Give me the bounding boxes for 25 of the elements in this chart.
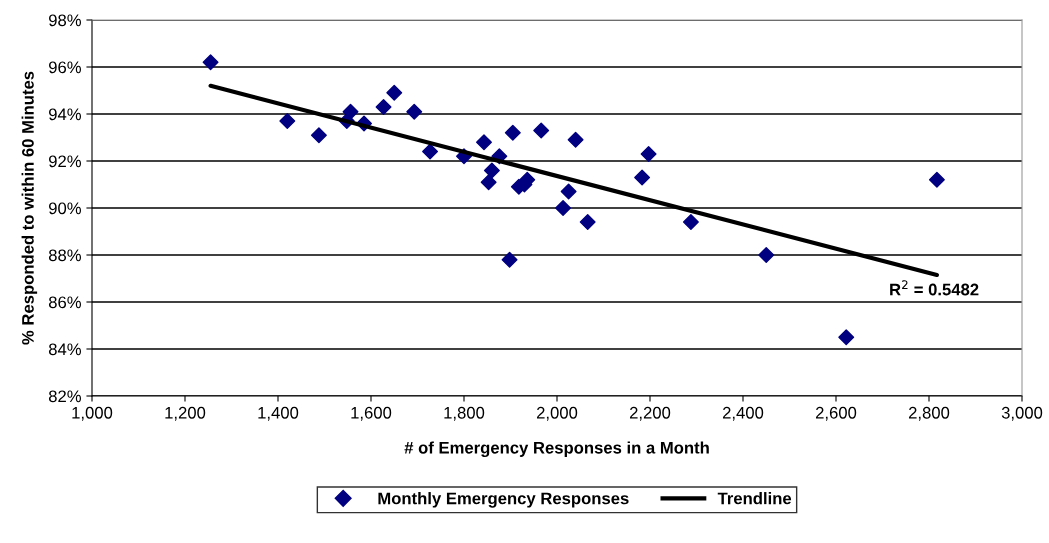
- y-axis-title: % Responded to within 60 Minutes: [21, 71, 38, 345]
- y-tick-label: 90%: [49, 202, 81, 215]
- y-tick-label: 84%: [48, 343, 81, 356]
- x-tick-label: 1,400: [258, 406, 299, 421]
- legend-label: Monthly Emergency Responses: [378, 492, 629, 508]
- y-tick-label: 98%: [49, 14, 81, 27]
- x-axis-title: # of Emergency Responses in a Month: [404, 441, 709, 458]
- y-tick-label: 88%: [48, 249, 81, 262]
- y-tick-label: 94%: [49, 108, 81, 121]
- y-tick-label: 82%: [48, 390, 81, 403]
- legend-label: Trendline: [717, 492, 792, 505]
- x-tick-label: 2,400: [722, 406, 764, 421]
- x-tick-label: 1,800: [444, 406, 485, 421]
- x-tick-label: 1,200: [165, 406, 206, 421]
- annotation: R$^{2}$ = 0.5482: [890, 280, 979, 296]
- x-tick-label: 3,000: [1001, 406, 1043, 421]
- y-tick-label: 92%: [49, 155, 81, 168]
- x-tick-label: 2,800: [908, 406, 950, 421]
- x-tick-label: 1,600: [351, 406, 392, 421]
- y-tick-label: 96%: [49, 61, 81, 74]
- x-tick-label: 2,600: [815, 406, 857, 421]
- x-tick-label: 2,200: [629, 406, 671, 421]
- x-tick-label: 2,000: [536, 406, 578, 421]
- x-tick-label: 1,000: [72, 406, 113, 421]
- y-tick-label: 86%: [48, 296, 81, 309]
